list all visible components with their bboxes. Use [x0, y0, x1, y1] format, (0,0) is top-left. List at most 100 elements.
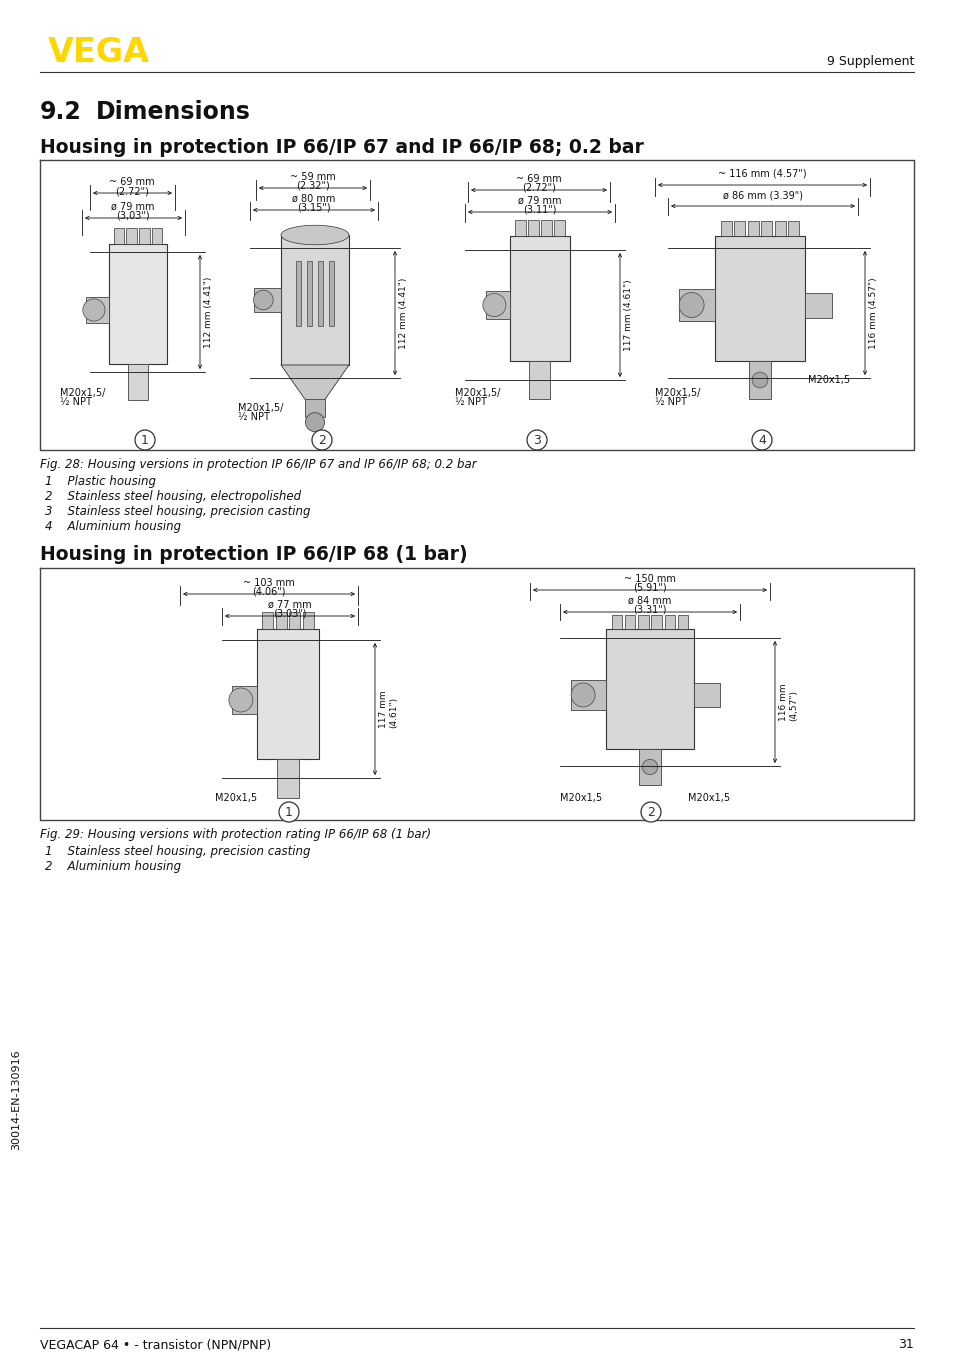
Text: ø 80 mm: ø 80 mm [292, 194, 335, 204]
Text: ~ 150 mm: ~ 150 mm [623, 574, 676, 584]
Text: 31: 31 [898, 1338, 913, 1351]
Text: (3.03"): (3.03") [273, 609, 307, 619]
Bar [664, 615, 675, 630]
Bar [485, 291, 510, 318]
Bar [624, 615, 635, 630]
Circle shape [135, 431, 154, 450]
Text: ø 79 mm: ø 79 mm [517, 196, 561, 206]
Bar [109, 244, 167, 364]
Text: (3,03"): (3,03") [116, 211, 150, 221]
Text: (2.32"): (2.32") [295, 181, 330, 191]
Text: 30014-EN-130916: 30014-EN-130916 [11, 1049, 21, 1151]
Circle shape [83, 299, 105, 321]
Bar [126, 229, 136, 244]
Bar [281, 236, 349, 366]
Text: M20x1,5: M20x1,5 [687, 793, 729, 803]
Bar [302, 612, 314, 628]
Bar [152, 229, 162, 244]
Bar [804, 292, 831, 317]
Bar [139, 229, 150, 244]
Text: 116 mm
(4,57"): 116 mm (4,57") [779, 684, 798, 720]
Text: ~ 69 mm: ~ 69 mm [516, 175, 561, 184]
Bar [277, 758, 298, 798]
Circle shape [312, 431, 332, 450]
Text: 1: 1 [285, 806, 293, 819]
Circle shape [253, 290, 273, 310]
Circle shape [640, 802, 660, 822]
Bar [317, 261, 323, 326]
Text: M20x1,5/: M20x1,5/ [60, 389, 105, 398]
Circle shape [482, 294, 505, 317]
Bar [677, 615, 687, 630]
Text: ø 77 mm: ø 77 mm [268, 600, 312, 611]
Text: ½ NPT: ½ NPT [237, 412, 270, 422]
Circle shape [526, 431, 546, 450]
Bar [570, 680, 605, 709]
Text: 2    Stainless steel housing, electropolished: 2 Stainless steel housing, electropolish… [45, 490, 301, 502]
Text: VEGA: VEGA [48, 35, 150, 69]
Text: ½ NPT: ½ NPT [60, 397, 91, 408]
Text: 112 mm (4.41"): 112 mm (4.41") [204, 276, 213, 348]
Circle shape [641, 760, 657, 774]
Text: Fig. 29: Housing versions with protection rating IP 66/IP 68 (1 bar): Fig. 29: Housing versions with protectio… [40, 829, 431, 841]
Bar [748, 362, 770, 398]
Bar [527, 219, 538, 236]
Bar [515, 219, 525, 236]
Bar [510, 236, 569, 362]
Text: (3.15"): (3.15") [297, 203, 331, 213]
Bar [304, 399, 325, 417]
Text: 3: 3 [533, 433, 540, 447]
Bar [611, 615, 621, 630]
Text: 4    Aluminium housing: 4 Aluminium housing [45, 520, 181, 533]
Bar [720, 221, 731, 236]
Text: 9.2: 9.2 [40, 100, 82, 125]
Bar [554, 219, 564, 236]
Bar [256, 628, 318, 758]
Text: M20x1,5/: M20x1,5/ [237, 403, 283, 413]
Text: 3    Stainless steel housing, precision casting: 3 Stainless steel housing, precision cas… [45, 505, 310, 519]
Text: 117 mm
(4.61"): 117 mm (4.61") [378, 691, 398, 728]
Text: 2: 2 [646, 806, 655, 819]
Text: ~ 116 mm (4.57"): ~ 116 mm (4.57") [717, 169, 805, 179]
Text: 116 mm (4.57"): 116 mm (4.57") [868, 278, 877, 349]
Text: 4: 4 [758, 433, 765, 447]
Text: Housing in protection IP 66/IP 67 and IP 66/IP 68; 0.2 bar: Housing in protection IP 66/IP 67 and IP… [40, 138, 643, 157]
Text: 112 mm (4.41"): 112 mm (4.41") [398, 278, 408, 349]
Bar [651, 615, 661, 630]
Text: ø 84 mm: ø 84 mm [628, 596, 671, 607]
Bar [86, 297, 109, 324]
Text: Fig. 28: Housing versions in protection IP 66/IP 67 and IP 66/IP 68; 0.2 bar: Fig. 28: Housing versions in protection … [40, 458, 476, 471]
Circle shape [679, 292, 703, 317]
Text: ø 86 mm (3.39"): ø 86 mm (3.39") [722, 190, 802, 200]
Text: ~ 59 mm: ~ 59 mm [290, 172, 335, 181]
Polygon shape [281, 366, 349, 401]
Text: (5.91"): (5.91") [633, 584, 666, 593]
Text: (3.11"): (3.11") [522, 204, 557, 215]
Bar [307, 261, 312, 326]
Text: ø 79 mm: ø 79 mm [112, 202, 154, 213]
Text: (2.72"): (2.72") [115, 185, 149, 196]
Text: M20x1,5: M20x1,5 [559, 793, 601, 803]
Text: M20x1,5: M20x1,5 [214, 793, 257, 803]
Bar [289, 612, 300, 628]
Bar [747, 221, 758, 236]
Bar [714, 236, 804, 362]
Text: ~ 69 mm: ~ 69 mm [109, 177, 154, 187]
Circle shape [305, 413, 324, 432]
Bar [638, 615, 648, 630]
Text: 1    Stainless steel housing, precision casting: 1 Stainless steel housing, precision cas… [45, 845, 310, 858]
Bar [639, 749, 660, 785]
Text: (3.31"): (3.31") [633, 605, 666, 615]
Circle shape [751, 431, 771, 450]
Bar [787, 221, 799, 236]
Text: 117 mm (4.61"): 117 mm (4.61") [623, 279, 633, 351]
Text: M20x1,5/: M20x1,5/ [655, 389, 700, 398]
Bar [540, 219, 552, 236]
Circle shape [278, 802, 298, 822]
Bar [275, 612, 287, 628]
Circle shape [229, 688, 253, 712]
Text: 2    Aluminium housing: 2 Aluminium housing [45, 860, 181, 873]
Bar [605, 630, 693, 749]
Ellipse shape [281, 225, 349, 245]
Text: (2.72"): (2.72") [521, 183, 556, 194]
